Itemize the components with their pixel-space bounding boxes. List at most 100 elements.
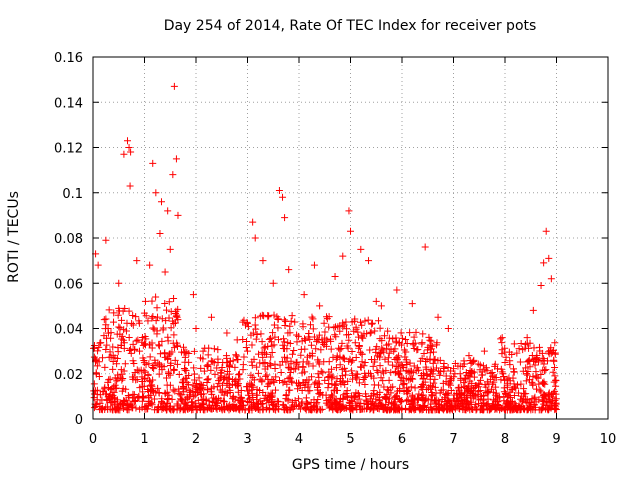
data-point bbox=[551, 387, 559, 395]
data-point bbox=[447, 367, 455, 375]
data-point bbox=[155, 360, 163, 368]
data-point bbox=[433, 339, 441, 347]
data-point bbox=[502, 389, 510, 397]
data-point bbox=[186, 393, 194, 401]
data-point bbox=[110, 309, 118, 317]
data-point bbox=[174, 402, 182, 410]
data-point bbox=[253, 330, 261, 338]
data-point bbox=[393, 363, 401, 371]
data-point bbox=[541, 380, 549, 388]
data-point bbox=[545, 405, 553, 413]
data-point bbox=[158, 398, 166, 406]
data-point bbox=[358, 405, 366, 413]
data-point bbox=[134, 336, 142, 344]
data-point bbox=[149, 324, 157, 332]
data-point bbox=[364, 316, 372, 324]
data-point bbox=[439, 379, 447, 387]
data-point bbox=[299, 320, 307, 328]
data-point bbox=[480, 402, 488, 410]
data-point bbox=[250, 355, 258, 363]
data-point bbox=[551, 349, 559, 357]
data-point bbox=[145, 388, 153, 396]
data-point bbox=[325, 380, 333, 388]
data-point bbox=[392, 334, 400, 342]
data-point bbox=[461, 375, 469, 383]
data-point bbox=[211, 370, 219, 378]
data-point bbox=[202, 395, 210, 403]
data-point bbox=[301, 336, 309, 344]
data-point bbox=[110, 388, 118, 396]
data-point bbox=[183, 378, 191, 386]
data-point bbox=[297, 351, 305, 359]
data-point bbox=[344, 344, 352, 352]
data-point bbox=[357, 318, 365, 326]
data-point bbox=[188, 406, 196, 414]
data-point bbox=[166, 245, 174, 253]
data-point bbox=[427, 385, 435, 393]
data-point bbox=[401, 353, 409, 361]
data-point bbox=[248, 361, 256, 369]
data-point bbox=[173, 342, 181, 350]
data-point bbox=[420, 350, 428, 358]
data-point bbox=[186, 388, 194, 396]
data-point bbox=[393, 286, 401, 294]
data-point bbox=[420, 402, 428, 410]
data-point bbox=[267, 334, 275, 342]
data-point bbox=[415, 366, 423, 374]
data-point bbox=[357, 245, 365, 253]
data-point bbox=[249, 218, 257, 226]
data-point bbox=[314, 335, 322, 343]
data-point bbox=[158, 337, 166, 345]
data-point bbox=[538, 349, 546, 357]
data-point bbox=[291, 396, 299, 404]
data-point bbox=[332, 364, 340, 372]
data-point bbox=[387, 389, 395, 397]
data-point bbox=[497, 335, 505, 343]
data-point bbox=[301, 368, 309, 376]
data-point bbox=[489, 372, 497, 380]
data-point bbox=[158, 315, 166, 323]
data-point bbox=[164, 352, 172, 360]
data-point bbox=[390, 406, 398, 414]
data-point bbox=[171, 387, 179, 395]
data-point bbox=[477, 376, 485, 384]
data-point bbox=[370, 374, 378, 382]
data-point bbox=[237, 386, 245, 394]
data-point bbox=[269, 279, 277, 287]
data-point bbox=[435, 406, 443, 414]
data-point bbox=[382, 394, 390, 402]
data-point bbox=[523, 371, 531, 379]
data-point bbox=[130, 346, 138, 354]
data-point bbox=[254, 405, 262, 413]
data-point bbox=[310, 261, 318, 269]
data-point bbox=[421, 243, 429, 251]
data-point bbox=[241, 406, 249, 414]
data-point bbox=[129, 321, 137, 329]
data-point bbox=[400, 379, 408, 387]
data-point bbox=[181, 366, 189, 374]
data-point bbox=[316, 405, 324, 413]
data-point bbox=[406, 359, 414, 367]
data-point bbox=[312, 345, 320, 353]
data-point bbox=[239, 397, 247, 405]
data-point bbox=[266, 404, 274, 412]
data-point bbox=[408, 300, 416, 308]
data-point bbox=[336, 327, 344, 335]
data-point bbox=[271, 364, 279, 372]
data-point bbox=[104, 329, 112, 337]
data-point bbox=[400, 346, 408, 354]
data-point bbox=[320, 319, 328, 327]
y-tick-label: 0.04 bbox=[54, 323, 83, 338]
data-point bbox=[286, 373, 294, 381]
data-point bbox=[362, 392, 370, 400]
data-point bbox=[366, 346, 374, 354]
data-point bbox=[547, 390, 555, 398]
data-point bbox=[101, 363, 109, 371]
data-point bbox=[142, 361, 150, 369]
data-point bbox=[125, 144, 133, 151]
data-point bbox=[315, 331, 323, 339]
data-point bbox=[120, 150, 128, 158]
data-point bbox=[269, 400, 277, 408]
data-point bbox=[266, 392, 274, 400]
data-point bbox=[324, 373, 332, 381]
